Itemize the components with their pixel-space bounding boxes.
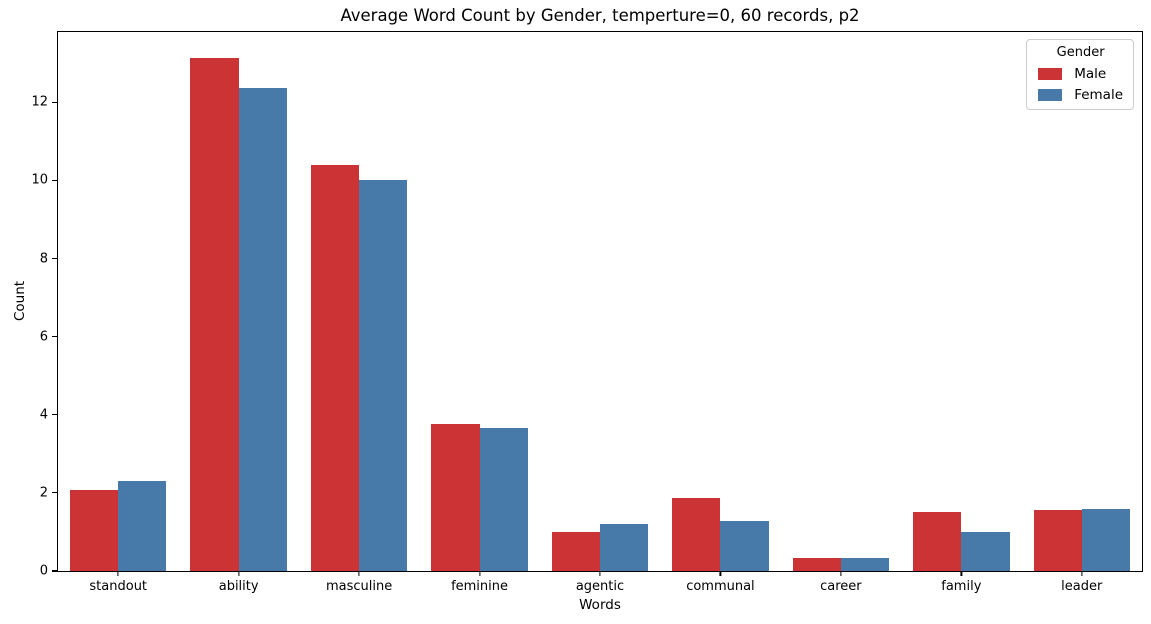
legend-swatch-male	[1038, 68, 1063, 80]
x-tick-label-agentic: agentic	[575, 579, 625, 594]
bar-career-female	[840, 558, 890, 571]
x-tick-standout	[117, 571, 119, 576]
bar-leader-male	[1033, 509, 1082, 571]
bar-family-male	[913, 512, 962, 571]
bar-standout-female	[118, 481, 167, 571]
x-tick-career	[840, 571, 842, 576]
y-tick-label-2: 2	[39, 485, 48, 501]
plot-area: Gender Male Female standout ability masculi…	[31, 31, 1143, 594]
x-axis-label: Words	[579, 597, 621, 613]
y-tick-6	[52, 336, 57, 338]
y-tick-label-0: 0	[39, 563, 48, 579]
legend-entries: Male Female	[1038, 67, 1123, 102]
bar-agentic-female	[600, 524, 649, 571]
y-tick-label-10: 10	[31, 172, 48, 188]
y-tick-label-8: 8	[39, 251, 48, 267]
x-tick-family	[960, 571, 962, 576]
x-tick-label-career: career	[820, 579, 862, 594]
x-tick-leader	[1081, 571, 1083, 576]
x-tick-communal	[719, 571, 722, 576]
bar-feminine-male	[431, 423, 480, 571]
x-tick-label-standout: standout	[89, 579, 148, 594]
legend: Gender Male Female	[1026, 39, 1134, 110]
y-tick-2	[52, 492, 57, 494]
y-axis-label: Count	[12, 280, 28, 322]
y-tick-12	[52, 101, 57, 103]
y-tick-10	[52, 179, 57, 181]
legend-entry-female: Female	[1038, 88, 1123, 102]
bar-ability-female	[238, 87, 287, 571]
x-tick-label-communal: communal	[686, 579, 755, 594]
x-tick-label-masculine: masculine	[325, 579, 393, 594]
bar-ability-male	[190, 58, 239, 571]
legend-entry-male: Male	[1038, 67, 1123, 81]
x-tick-agentic	[599, 571, 601, 576]
y-tick-label-12: 12	[31, 94, 48, 110]
x-tick-label-leader: leader	[1061, 579, 1103, 594]
legend-label-male: Male	[1074, 66, 1107, 82]
y-tick-label-4: 4	[39, 407, 48, 423]
bar-standout-male	[70, 490, 119, 571]
x-tick-label-family: family	[941, 579, 982, 594]
bar-career-male	[792, 558, 841, 571]
bar-family-female	[961, 531, 1010, 571]
bar-communal-female	[720, 521, 769, 571]
bar-communal-male	[672, 497, 721, 571]
bar-feminine-female	[479, 427, 528, 571]
y-tick-4	[52, 414, 57, 416]
y-tick-label-6: 6	[39, 329, 48, 345]
legend-swatch-female	[1038, 89, 1063, 101]
bar-agentic-male	[551, 531, 600, 571]
x-tick-label-ability: ability	[218, 579, 259, 594]
x-tick-feminine	[478, 571, 481, 576]
bar-masculine-male	[310, 164, 360, 571]
x-tick-ability	[238, 571, 240, 576]
x-tick-label-feminine: feminine	[451, 579, 509, 594]
x-tick-masculine	[358, 571, 360, 576]
legend-title: Gender	[1056, 45, 1105, 60]
chart-title: Average Word Count by Gender, temperture…	[340, 6, 860, 25]
bar-masculine-female	[359, 180, 408, 571]
legend-label-female: Female	[1074, 87, 1123, 103]
bar-leader-female	[1081, 508, 1130, 571]
y-tick-8	[52, 257, 57, 260]
y-tick-0	[52, 570, 57, 572]
